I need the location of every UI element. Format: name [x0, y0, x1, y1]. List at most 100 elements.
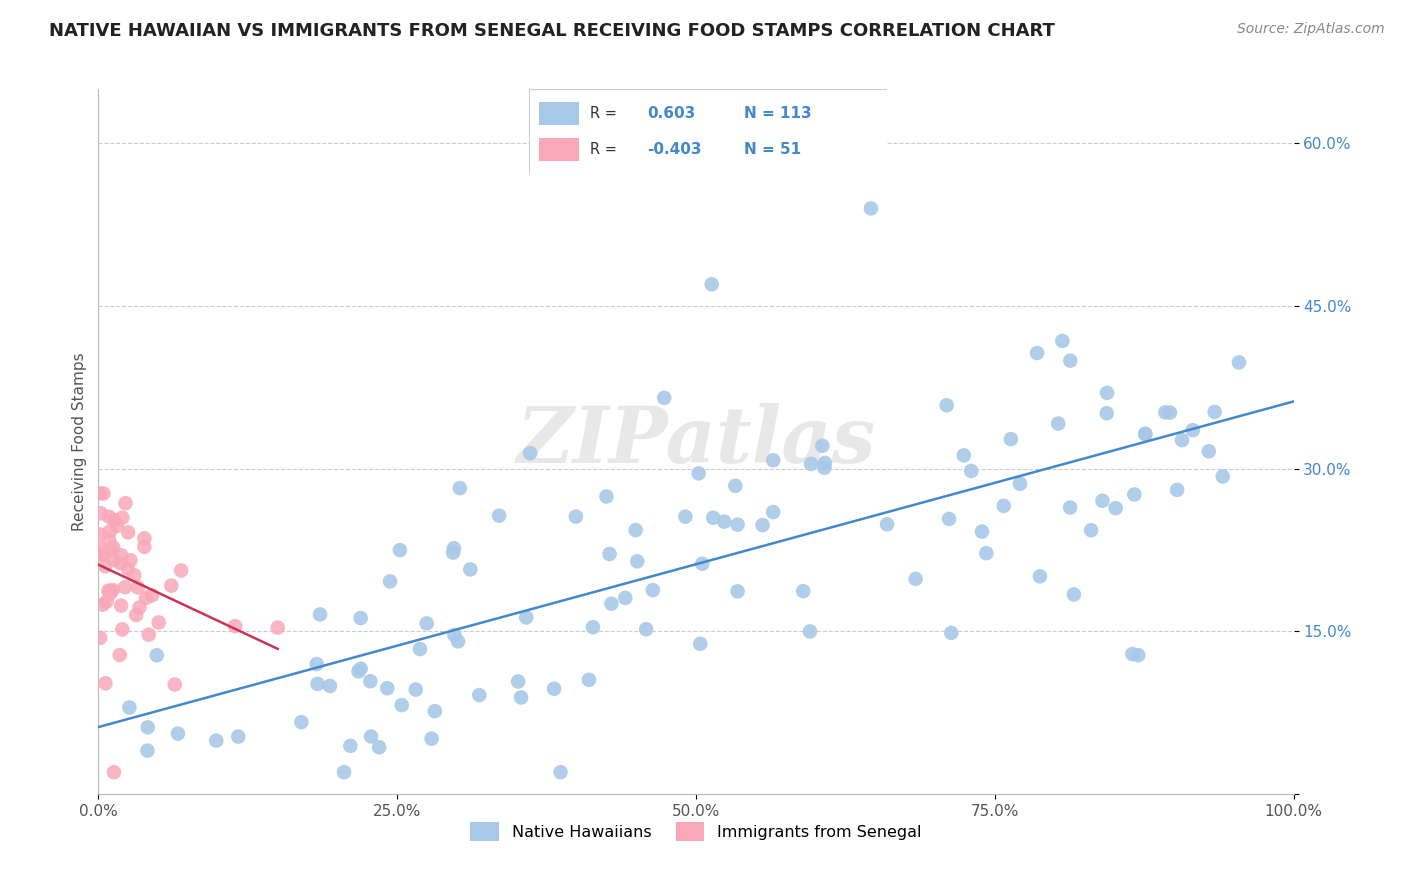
Point — [515, 610, 537, 624]
Point — [1105, 501, 1128, 516]
Point — [447, 634, 470, 648]
Point — [97, 583, 120, 598]
Point — [876, 517, 898, 532]
Point — [90, 506, 112, 520]
Point — [360, 730, 382, 744]
Point — [375, 681, 398, 696]
Point — [976, 546, 998, 560]
Point — [688, 467, 710, 481]
Point — [800, 457, 823, 471]
Point — [859, 202, 882, 216]
Point — [124, 568, 146, 582]
Point — [170, 564, 193, 578]
Point — [792, 584, 814, 599]
Point — [641, 583, 664, 598]
Point — [118, 700, 141, 714]
Point — [636, 622, 658, 636]
Point — [98, 524, 121, 539]
Point — [468, 688, 491, 702]
Point — [114, 580, 136, 594]
Point — [799, 624, 821, 639]
Point — [510, 690, 533, 705]
Point — [93, 548, 115, 562]
Point — [110, 599, 132, 613]
Point — [443, 628, 465, 642]
Point — [938, 512, 960, 526]
Point — [543, 681, 565, 696]
Point — [205, 733, 228, 747]
Point — [91, 548, 114, 562]
Point — [141, 588, 163, 602]
Point — [120, 553, 142, 567]
Point — [100, 584, 122, 599]
Point — [1198, 444, 1220, 458]
Point — [626, 554, 648, 568]
Point — [550, 765, 572, 780]
Point — [1059, 353, 1081, 368]
Point — [98, 587, 121, 601]
Point — [941, 626, 963, 640]
Point — [89, 631, 111, 645]
Point — [443, 541, 465, 556]
Point — [813, 460, 835, 475]
Point — [136, 743, 159, 757]
Point — [460, 562, 482, 576]
Point — [600, 597, 623, 611]
Text: NATIVE HAWAIIAN VS IMMIGRANTS FROM SENEGAL RECEIVING FOOD STAMPS CORRELATION CHA: NATIVE HAWAIIAN VS IMMIGRANTS FROM SENEG… — [49, 22, 1054, 40]
Point — [1052, 334, 1074, 348]
Point — [689, 637, 711, 651]
Point — [89, 486, 111, 500]
Point — [1123, 487, 1146, 501]
Point — [136, 720, 159, 734]
Point — [148, 615, 170, 630]
Point — [114, 496, 136, 510]
Point — [814, 456, 837, 470]
Y-axis label: Receiving Food Stamps: Receiving Food Stamps — [72, 352, 87, 531]
Point — [970, 524, 993, 539]
Point — [935, 398, 957, 412]
Point — [93, 486, 115, 500]
Point — [224, 619, 246, 633]
Point — [146, 648, 169, 663]
Point — [1204, 405, 1226, 419]
Point — [1166, 483, 1188, 497]
Point — [1128, 648, 1150, 662]
Point — [690, 557, 713, 571]
Point — [127, 580, 149, 594]
Point — [309, 607, 332, 622]
Point — [952, 449, 974, 463]
Point — [762, 505, 785, 519]
Point — [673, 509, 696, 524]
Point — [960, 464, 983, 478]
Text: ZIPatlas: ZIPatlas — [516, 403, 876, 480]
Point — [420, 731, 443, 746]
Point — [125, 607, 148, 622]
Point — [624, 523, 647, 537]
Point — [307, 677, 329, 691]
Text: Source: ZipAtlas.com: Source: ZipAtlas.com — [1237, 22, 1385, 37]
Point — [1181, 423, 1204, 437]
Point — [128, 600, 150, 615]
Point — [508, 674, 530, 689]
Point — [368, 740, 391, 755]
Point — [110, 549, 132, 563]
Point — [98, 533, 121, 547]
Point — [441, 546, 464, 560]
Point — [751, 518, 773, 533]
Point — [1063, 587, 1085, 601]
Point — [138, 628, 160, 642]
Point — [105, 519, 128, 533]
Point — [1159, 406, 1181, 420]
Point — [700, 277, 723, 292]
Point — [1135, 427, 1157, 442]
Point — [167, 726, 190, 740]
Point — [94, 559, 117, 574]
Point — [1095, 406, 1118, 420]
Point — [163, 677, 186, 691]
Point — [388, 543, 411, 558]
Point — [1080, 523, 1102, 537]
Point — [1154, 405, 1177, 419]
Point — [1121, 647, 1143, 661]
Point — [160, 579, 183, 593]
Point — [108, 648, 131, 662]
